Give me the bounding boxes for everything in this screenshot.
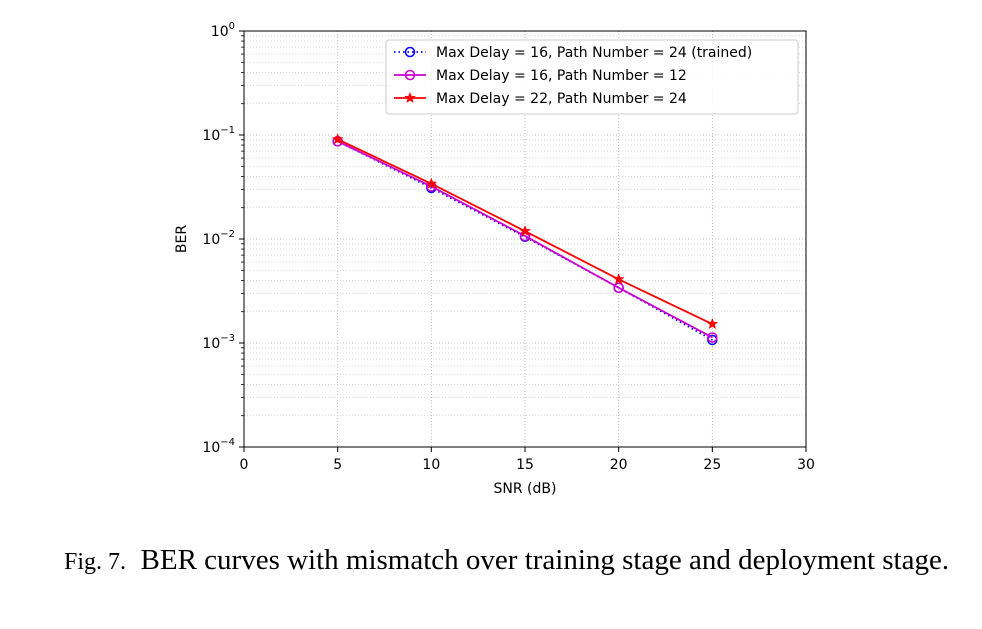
figure-caption: Fig. 7. BER curves with mismatch over tr… [64,542,974,580]
legend-item: Max Delay = 16, Path Number = 12 [394,68,687,84]
x-tick-label: 0 [240,457,249,473]
x-tick-label: 20 [610,457,628,473]
x-tick-label: 25 [703,457,721,473]
legend: Max Delay = 16, Path Number = 24 (traine… [385,39,799,115]
legend-label: Max Delay = 16, Path Number = 12 [436,68,687,84]
circle-marker [613,282,624,293]
series [331,133,719,330]
star-marker [519,224,531,237]
caption-text: BER curves with mismatch over training s… [140,544,950,576]
legend-label: Max Delay = 22, Path Number = 24 [436,91,687,107]
legend-item: Max Delay = 22, Path Number = 24 [394,91,687,107]
x-tick-label: 10 [422,457,440,473]
x-tick-label: 5 [333,457,342,473]
series [332,136,718,343]
star-marker [425,177,438,189]
series-line [337,140,713,339]
y-tick-label: 10−3 [202,333,235,352]
x-axis-label: SNR (dB) [494,481,557,497]
star-marker [404,91,416,104]
y-tick-label: 10−2 [202,229,235,248]
series-group [331,133,719,346]
x-tick-label: 15 [516,457,534,473]
legend-item: Max Delay = 16, Path Number = 24 (traine… [394,45,752,61]
circle-marker [404,69,416,81]
y-tick-label: 10−1 [202,125,235,144]
legend-box [385,39,799,115]
circle-marker [404,46,416,58]
circle-marker [707,332,718,343]
y-tick-label: 10−4 [202,437,235,456]
x-tick-label: 30 [797,457,815,473]
star-marker [612,273,625,285]
star-marker [331,133,344,145]
y-axis-label: BER [174,225,190,253]
star-marker [706,317,719,330]
axis-ticks: 0 5 10 15 20 25 30 100 10−1 10−2 10−3 10−4 [202,21,814,473]
caption-label: Fig. 7. [64,549,127,575]
y-tick-label: 100 [211,21,235,40]
legend-label: Max Delay = 16, Path Number = 24 (traine… [436,45,752,61]
